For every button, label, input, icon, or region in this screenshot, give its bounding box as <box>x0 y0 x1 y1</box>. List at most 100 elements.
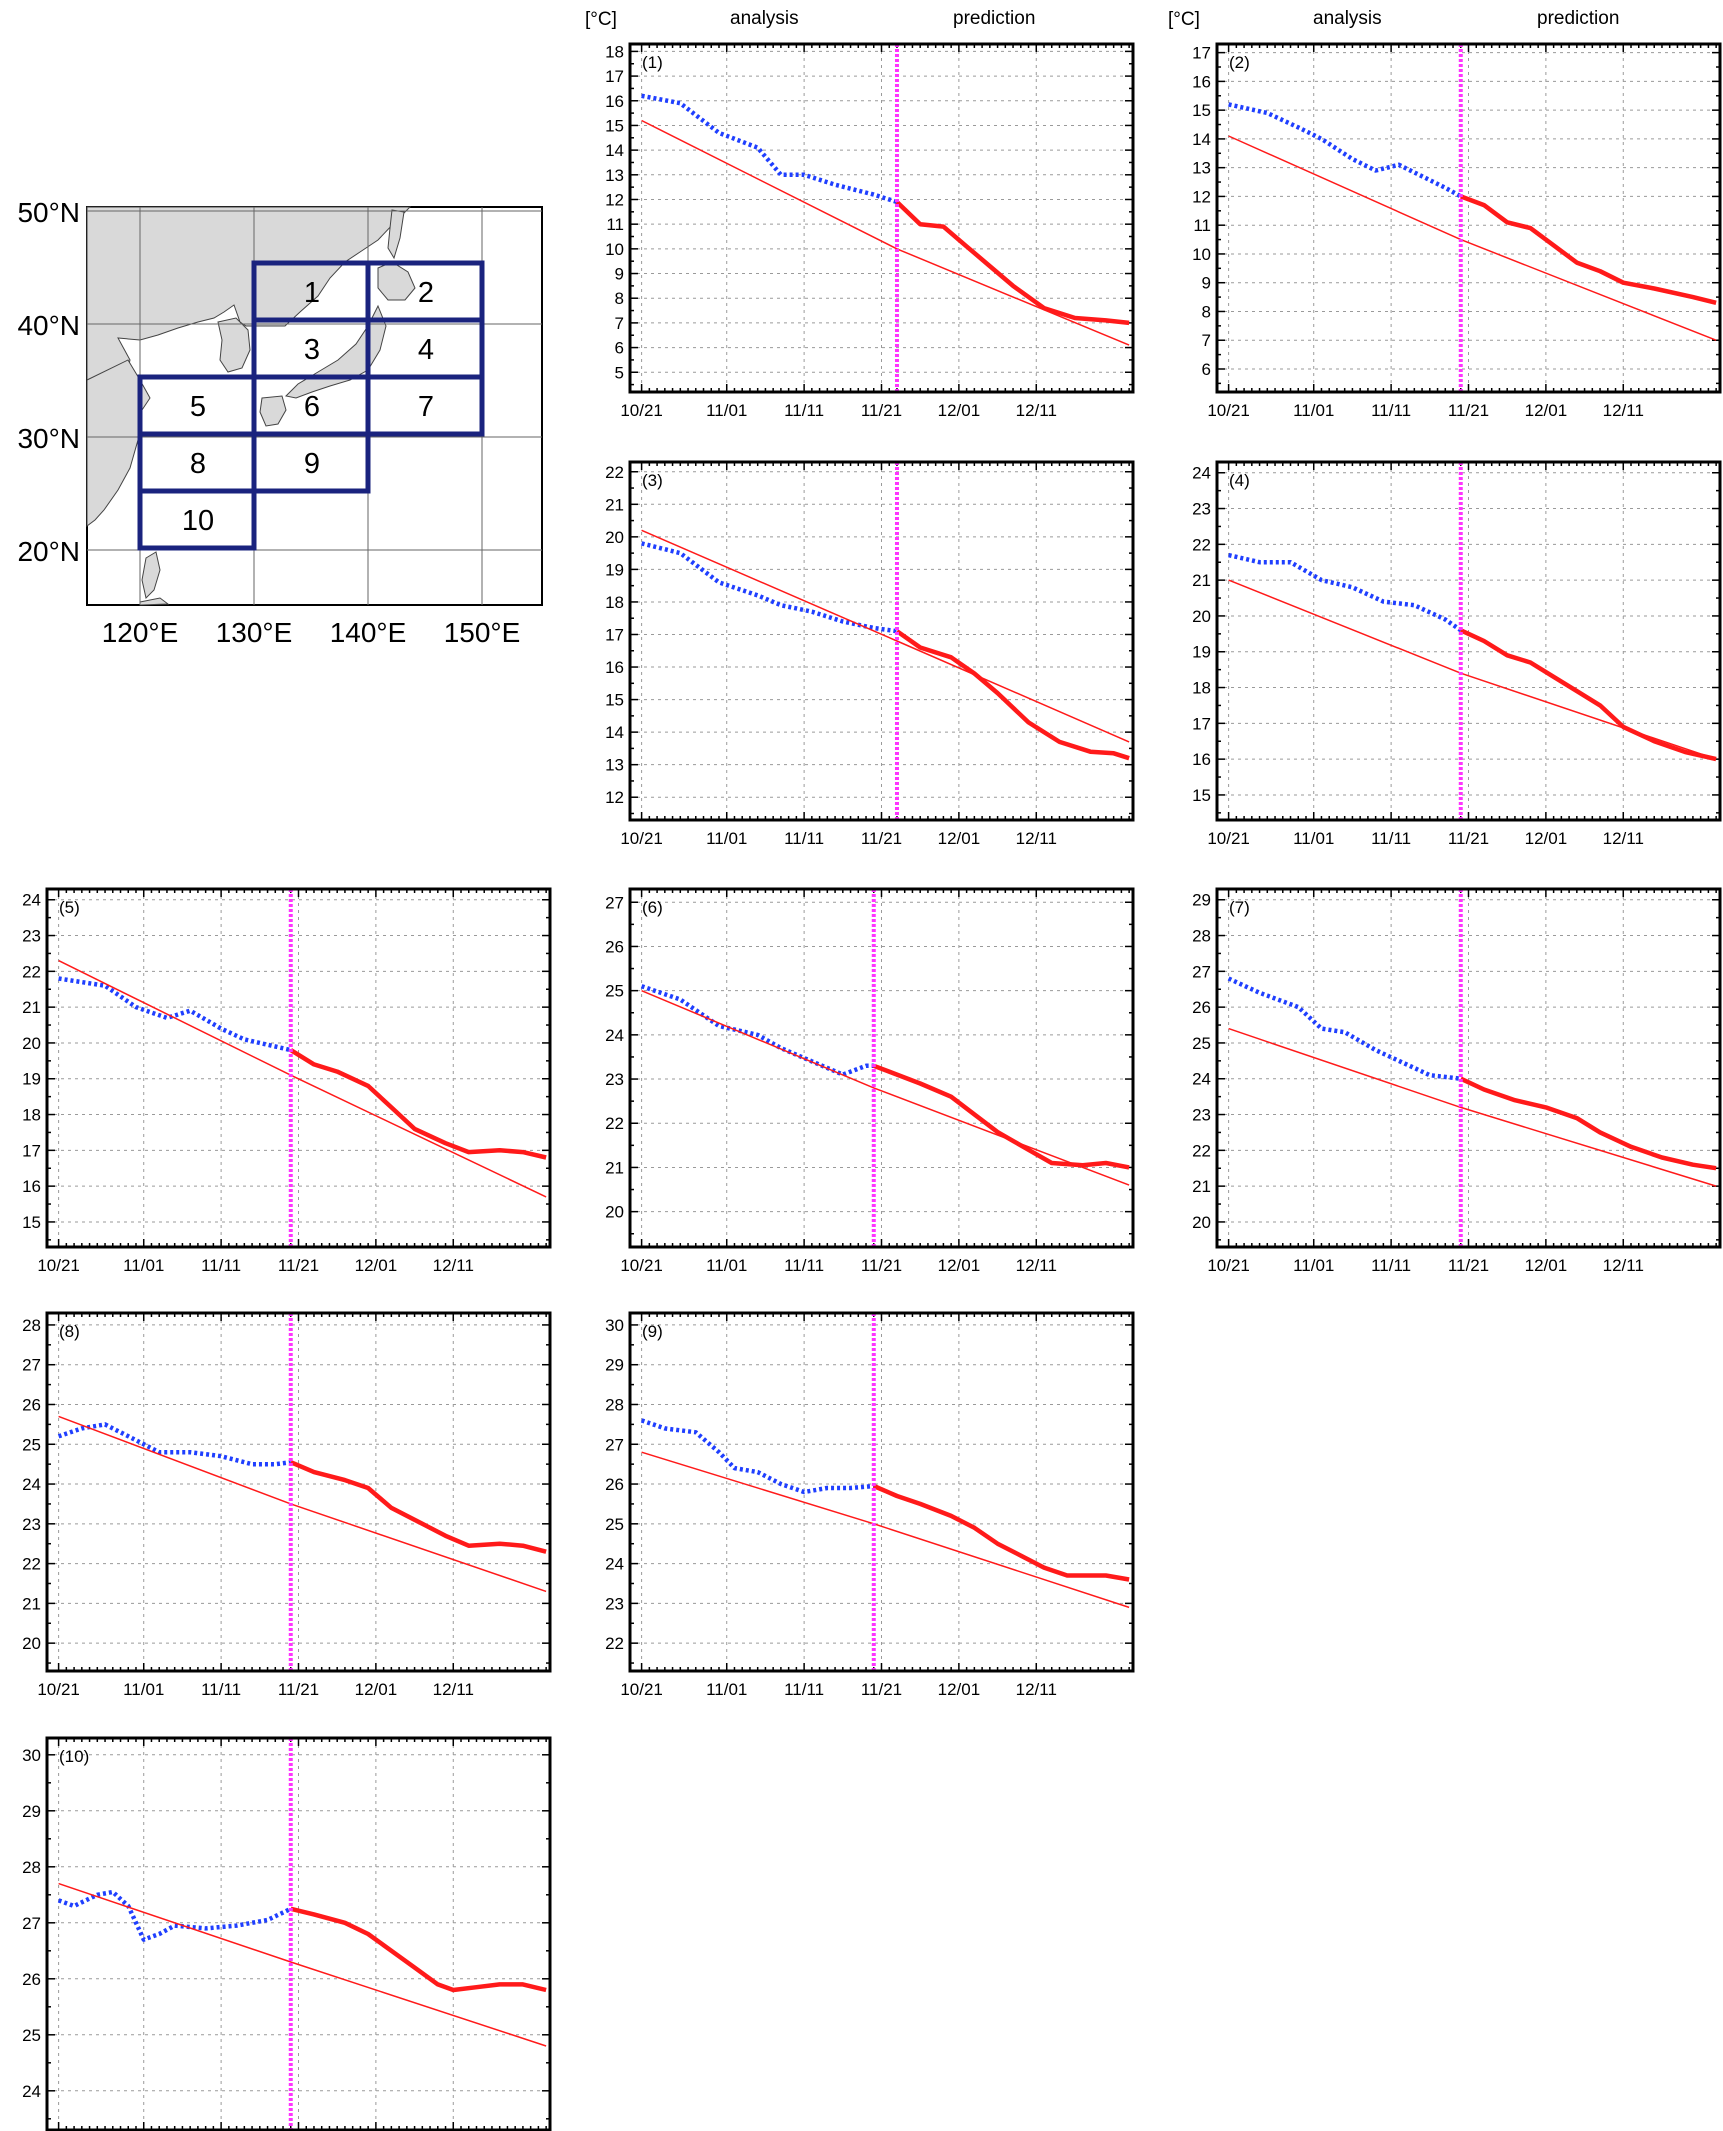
y-tick-label: 25 <box>605 1515 624 1534</box>
unit-label-right: [°C] <box>1168 9 1200 30</box>
x-tick-label: 12/01 <box>355 1256 398 1275</box>
analysis-label-right: analysis <box>1313 8 1382 29</box>
series-lines <box>1227 976 1717 1187</box>
chart-panel-7: 20 21 22 23 24 25 26 27 28 29 10/21 11/01 11/11 11/21… <box>1192 887 1722 1275</box>
x-tick-label: 10/21 <box>1207 401 1250 420</box>
prediction-series-line <box>873 1063 1130 1170</box>
x-tick-label: 12/01 <box>938 401 981 420</box>
prediction-series-line <box>895 629 1130 761</box>
prediction-series-line <box>1460 194 1717 305</box>
y-tick-label: 20 <box>1192 1213 1211 1232</box>
y-tick-label: 17 <box>1192 44 1211 63</box>
y-tick-label: 23 <box>605 1594 624 1613</box>
map-land-sakhalin <box>387 209 405 260</box>
y-tick-label: 26 <box>22 1395 41 1414</box>
map-box-label-7: 7 <box>418 391 434 423</box>
panel-title: (7) <box>1229 898 1250 917</box>
y-tick-label: 24 <box>22 1475 41 1494</box>
analysis-series-line <box>57 1889 292 1942</box>
x-tick-label: 11/21 <box>1448 401 1489 420</box>
y-tick-label: 17 <box>605 625 624 644</box>
plot-frame <box>1215 887 1722 1249</box>
analysis-series-line <box>57 1422 292 1467</box>
map-lon-label-140: 140°E <box>330 617 407 648</box>
y-tick-label: 25 <box>605 982 624 1001</box>
y-tick-label: 24 <box>1192 1070 1211 1089</box>
map-land-kyushu <box>259 395 287 427</box>
y-tick-label: 21 <box>1192 1177 1211 1196</box>
y-tick-label: 20 <box>22 1634 41 1653</box>
x-tick-label: 12/01 <box>355 1680 398 1699</box>
y-tick-label: 17 <box>1192 714 1211 733</box>
x-tick-label: 11/21 <box>1448 829 1489 848</box>
y-tick-label: 26 <box>605 937 624 956</box>
y-tick-label: 18 <box>1192 679 1211 698</box>
y-tick-label: 27 <box>1192 962 1211 981</box>
plot-frame <box>45 1311 552 1673</box>
y-tick-label: 19 <box>1192 643 1211 662</box>
panel-title: (1) <box>642 53 663 72</box>
series-lines <box>57 1882 547 2047</box>
y-tick-label: 11 <box>606 215 624 234</box>
y-tick-label: 21 <box>1192 571 1211 590</box>
y-tick-label: 28 <box>1192 927 1211 946</box>
y-tick-label: 22 <box>605 463 624 482</box>
y-tick-label: 24 <box>1192 464 1211 483</box>
analysis-series-line <box>641 541 898 634</box>
y-tick-label: 24 <box>605 1555 624 1574</box>
analysis-label-left: analysis <box>730 8 799 29</box>
x-tick-label: 11/21 <box>861 829 902 848</box>
x-tick-label: 12/01 <box>1525 401 1568 420</box>
plot-area <box>630 1313 1133 1671</box>
x-tick-label: 10/21 <box>620 1680 663 1699</box>
chart-panel-10: 2425262728293010/2111/0111/1111/2112/011… <box>22 1736 552 2131</box>
x-tick-label: 12/01 <box>938 1256 981 1275</box>
x-tick-label: 10/21 <box>620 829 663 848</box>
x-tick-label: 12/11 <box>1603 1256 1644 1275</box>
y-tick-label: 18 <box>605 42 624 61</box>
panel-title: (10) <box>59 1747 89 1766</box>
y-tick-label: 12 <box>1192 187 1211 206</box>
y-tick-label: 19 <box>605 560 624 579</box>
y-tick-label: 10 <box>1192 245 1211 264</box>
analysis-series-line <box>58 976 292 1053</box>
y-tick-label: 16 <box>1192 72 1211 91</box>
y-tick-label: 17 <box>22 1141 41 1160</box>
x-tick-label: 11/11 <box>784 1680 824 1699</box>
map-box-label-4: 4 <box>418 334 434 366</box>
plot-frame <box>45 887 552 1249</box>
y-tick-label: 6 <box>1202 360 1211 379</box>
x-tick-label: 12/01 <box>938 1680 981 1699</box>
analysis-series-line <box>641 93 898 205</box>
series-lines <box>641 93 1130 346</box>
y-tick-label: 9 <box>1202 274 1211 293</box>
x-tick-label: 11/11 <box>784 829 824 848</box>
series-lines <box>641 529 1130 761</box>
x-tick-label: 11/21 <box>278 1256 319 1275</box>
map-box-label-6: 6 <box>304 391 320 423</box>
normal-series-line <box>641 119 1130 346</box>
x-tick-label: 11/01 <box>1293 1256 1334 1275</box>
analysis-series-line <box>640 1418 874 1495</box>
y-tick-label: 21 <box>605 1158 624 1177</box>
x-tick-label: 10/21 <box>37 1256 80 1275</box>
unit-label-left: [°C] <box>585 9 617 30</box>
plot-area <box>1217 889 1720 1247</box>
y-tick-label: 8 <box>615 289 624 308</box>
y-tick-label: 28 <box>22 1858 41 1877</box>
y-tick-label: 30 <box>605 1316 624 1335</box>
x-tick-label: 11/11 <box>201 1256 241 1275</box>
x-tick-label: 11/01 <box>706 1680 747 1699</box>
y-tick-label: 15 <box>605 691 624 710</box>
y-tick-label: 16 <box>605 92 624 111</box>
prediction-label-left: prediction <box>953 8 1035 29</box>
map-box-label-8: 8 <box>190 448 206 480</box>
plot-frame <box>628 1311 1135 1673</box>
map-lat-label-20: 20°N <box>17 536 80 567</box>
x-tick-label: 12/11 <box>1016 401 1057 420</box>
y-tick-label: 5 <box>615 363 624 382</box>
y-tick-label: 20 <box>605 528 624 547</box>
x-tick-label: 11/11 <box>784 401 824 420</box>
normal-series-line <box>58 1882 547 2047</box>
normal-series-line <box>641 529 1130 743</box>
